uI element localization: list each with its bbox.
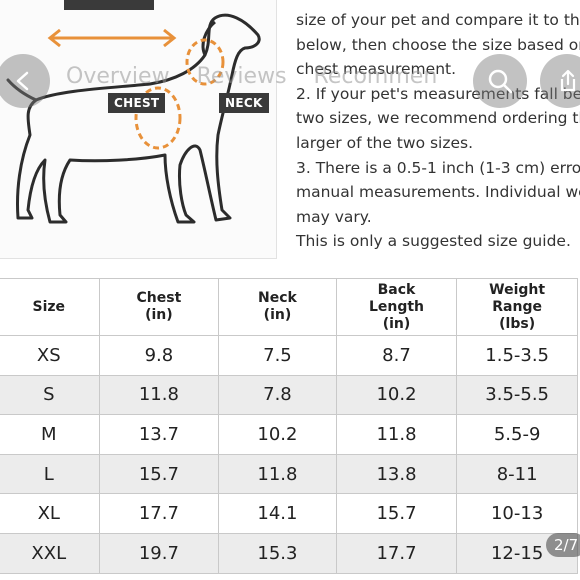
instruction-line: chest measurement. [296,60,457,79]
cell-chest: 11.8 [98,374,220,416]
back-length-arrow [47,28,177,48]
cell-size: XL [0,493,100,534]
dog-outline-illustration [6,13,261,224]
table-row: XXL 19.7 15.3 17.7 12-15 [0,532,578,574]
column-header: Size [0,278,100,336]
chevron-left-icon [16,71,29,91]
product-image-top: CHEST NECK size of your pet and compare … [0,0,580,280]
column-header: Neck (in) [218,278,337,336]
header-weight-range: Weight Range (lbs) [489,281,546,332]
header-chest: Chest (in) [136,290,182,323]
cell-back-length: 11.8 [335,414,458,455]
table-row: M 13.7 10.2 11.8 5.5-9 [0,414,578,455]
cell-neck: 10.2 [218,414,337,455]
cell-size: L [0,453,100,495]
search-button[interactable] [473,54,527,108]
search-icon [488,69,513,94]
cell-weight: 1.5-3.5 [456,335,578,376]
header-neck: Neck (in) [258,290,297,323]
table-header-row: Size Chest (in) Neck (in) Back Length (i… [0,278,578,336]
image-page-counter: 2/7 [546,533,580,557]
dog-measurement-diagram: CHEST NECK [0,0,277,259]
cell-weight: 5.5-9 [456,414,578,455]
cell-neck: 15.3 [218,532,337,574]
cell-size: XXL [0,532,100,574]
column-header: Back Length (in) [335,278,458,336]
cell-neck: 14.1 [218,493,337,534]
cell-chest: 9.8 [98,335,220,376]
cell-neck: 7.5 [218,335,337,376]
cell-chest: 15.7 [98,453,220,495]
neck-label: NECK [219,93,269,113]
size-chart-table: Size Chest (in) Neck (in) Back Length (i… [0,278,578,574]
table-row: L 15.7 11.8 13.8 8-11 [0,453,578,495]
instruction-line: two sizes, we recommend ordering the [296,109,580,128]
cell-chest: 17.7 [98,493,220,534]
cell-weight: 3.5-5.5 [456,374,578,416]
table-row: XL 17.7 14.1 15.7 10-13 [0,493,578,534]
header-back-length: Back Length (in) [368,281,425,332]
neck-measure-loop [185,38,225,86]
cell-back-length: 15.7 [335,493,458,534]
size-guide-instructions: size of your pet and compare it to the c… [296,8,580,254]
cell-chest: 13.7 [98,414,220,455]
instruction-line: 3. There is a 0.5-1 inch (1-3 cm) error … [296,158,580,177]
cell-back-length: 10.2 [335,374,458,416]
cell-chest: 19.7 [98,532,220,574]
cell-back-length: 8.7 [335,335,458,376]
header-size: Size [32,298,66,315]
instruction-line: This is only a suggested size guide. [296,232,571,251]
instruction-line: size of your pet and compare it to the c… [296,11,580,29]
cell-size: M [0,414,100,455]
instruction-line: 2. If your pet's measurements fall betw [296,84,580,103]
cell-back-length: 13.8 [335,453,458,495]
chest-measure-loop [134,86,182,150]
table-row: XS 9.8 7.5 8.7 1.5-3.5 [0,335,578,376]
cell-size: S [0,374,100,416]
share-icon [560,69,576,92]
cell-back-length: 17.7 [335,532,458,574]
share-button[interactable] [540,54,580,108]
chest-label: CHEST [108,93,166,113]
cell-size: XS [0,335,100,376]
table-row: S 11.8 7.8 10.2 3.5-5.5 [0,374,578,416]
column-header: Chest (in) [98,278,220,336]
back-length-tag [64,0,154,10]
cell-neck: 7.8 [218,374,337,416]
cell-neck: 11.8 [218,453,337,495]
instruction-line: larger of the two sizes. [296,133,474,152]
cell-weight: 10-13 [456,493,578,534]
back-button[interactable] [0,54,50,108]
instruction-line: may vary. [296,207,372,226]
column-header: Weight Range (lbs) [456,278,578,336]
instruction-line: manual measurements. Individual wear [296,183,580,202]
cell-weight: 8-11 [456,453,578,495]
instruction-line: below, then choose the size based on th [296,35,580,54]
